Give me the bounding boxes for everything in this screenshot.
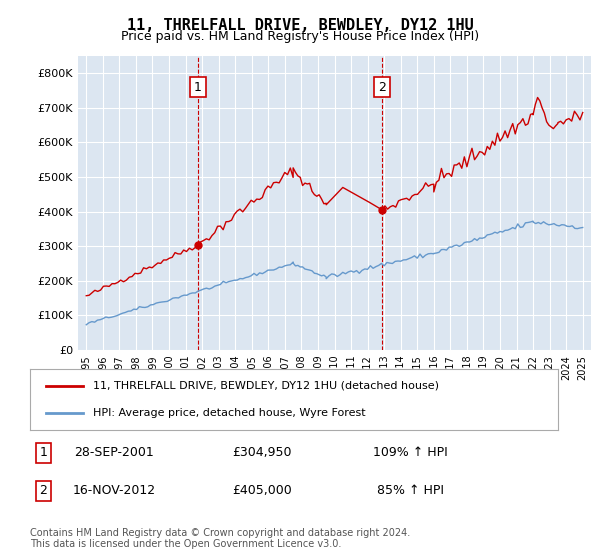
Text: 1: 1 (194, 81, 202, 94)
Text: 1: 1 (39, 446, 47, 459)
Text: 2: 2 (378, 81, 386, 94)
Text: Price paid vs. HM Land Registry's House Price Index (HPI): Price paid vs. HM Land Registry's House … (121, 30, 479, 43)
Text: Contains HM Land Registry data © Crown copyright and database right 2024.
This d: Contains HM Land Registry data © Crown c… (30, 528, 410, 549)
Text: 2: 2 (39, 484, 47, 497)
Text: £405,000: £405,000 (232, 484, 292, 497)
Text: 16-NOV-2012: 16-NOV-2012 (73, 484, 156, 497)
Text: 109% ↑ HPI: 109% ↑ HPI (373, 446, 448, 459)
Text: 28-SEP-2001: 28-SEP-2001 (74, 446, 154, 459)
Text: 11, THRELFALL DRIVE, BEWDLEY, DY12 1HU (detached house): 11, THRELFALL DRIVE, BEWDLEY, DY12 1HU (… (94, 381, 439, 391)
Text: HPI: Average price, detached house, Wyre Forest: HPI: Average price, detached house, Wyre… (94, 408, 366, 418)
Text: 11, THRELFALL DRIVE, BEWDLEY, DY12 1HU: 11, THRELFALL DRIVE, BEWDLEY, DY12 1HU (127, 18, 473, 33)
Text: 85% ↑ HPI: 85% ↑ HPI (377, 484, 443, 497)
Text: £304,950: £304,950 (233, 446, 292, 459)
